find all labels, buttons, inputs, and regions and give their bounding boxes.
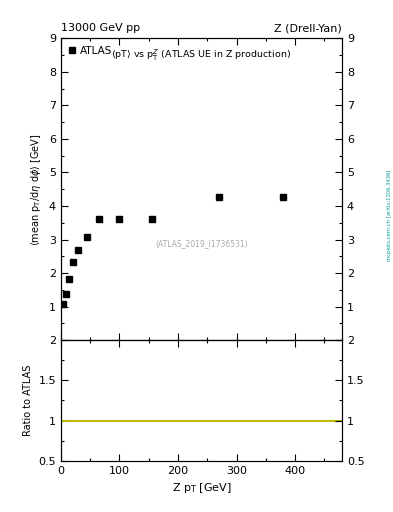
ATLAS — [70, 259, 75, 265]
X-axis label: Z p$_{\rm T}$ [GeV]: Z p$_{\rm T}$ [GeV] — [171, 481, 231, 495]
ATLAS — [60, 301, 65, 307]
Text: (ATLAS_2019_I1736531): (ATLAS_2019_I1736531) — [155, 239, 248, 248]
Text: $\langle$pT$\rangle$ vs p$_{\rm T}^{Z}$ (ATLAS UE in Z production): $\langle$pT$\rangle$ vs p$_{\rm T}^{Z}$ … — [112, 48, 291, 62]
Text: 13000 GeV pp: 13000 GeV pp — [61, 23, 140, 33]
Text: mcplots.cern.ch [arXiv:1306.3436]: mcplots.cern.ch [arXiv:1306.3436] — [387, 169, 392, 261]
ATLAS — [63, 291, 68, 297]
ATLAS — [117, 216, 122, 222]
Text: Z (Drell-Yan): Z (Drell-Yan) — [274, 23, 342, 33]
ATLAS — [149, 216, 154, 222]
ATLAS — [85, 234, 90, 240]
ATLAS — [97, 216, 101, 222]
ATLAS — [217, 194, 221, 200]
ATLAS — [281, 194, 286, 200]
Y-axis label: Ratio to ATLAS: Ratio to ATLAS — [23, 365, 33, 436]
ATLAS — [76, 247, 81, 253]
Y-axis label: $\langle$mean p$_{\rm T}$/d$\eta$ d$\phi\rangle$ [GeV]: $\langle$mean p$_{\rm T}$/d$\eta$ d$\phi… — [29, 133, 43, 246]
ATLAS — [66, 276, 71, 282]
Line: ATLAS: ATLAS — [59, 194, 287, 307]
Legend: ATLAS: ATLAS — [66, 44, 114, 58]
